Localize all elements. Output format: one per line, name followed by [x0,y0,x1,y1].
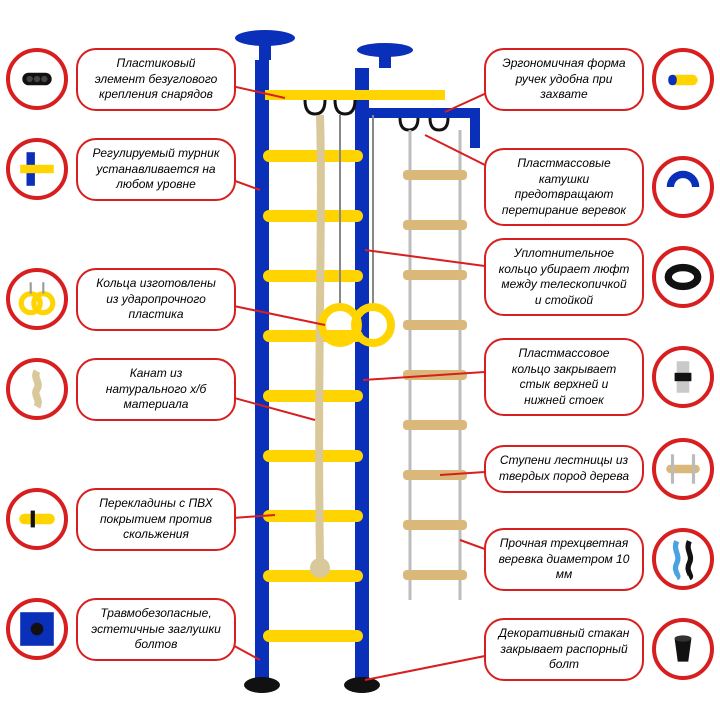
callout-pvc-rungs: Перекладины с ПВХ покрытием против сколь… [6,488,236,551]
callout-label-bolt-caps: Травмобезопасные, эстетичные заглушки бо… [76,598,236,661]
seal-ring-icon [652,246,714,308]
callout-label-plastic-element: Пластиковый элемент безуглового креплени… [76,48,236,111]
callout-spreader-cup: Декоративный стакан закрывает распорный … [484,618,714,681]
bar-joint-icon [6,138,68,200]
wood-step-icon [652,438,714,500]
callout-seal-ring: Уплотнительное кольцо убирает люфт между… [484,238,714,316]
grip-icon [652,48,714,110]
callout-label-spreader-cup: Декоративный стакан закрывает распорный … [484,618,644,681]
pvc-rung-icon [6,488,68,550]
callout-rings: Кольца изготовлены из ударопрочного плас… [6,268,236,331]
callout-label-seal-ring: Уплотнительное кольцо убирает люфт между… [484,238,644,316]
joint-ring-icon [652,346,714,408]
callout-plastic-spools: Пластмассовые катушки предотвращают пере… [484,148,714,226]
tri-rope-icon [652,528,714,590]
callout-label-plastic-ring: Пластмассовое кольцо закрывает стык верх… [484,338,644,416]
callout-label-pvc-rungs: Перекладины с ПВХ покрытием против сколь… [76,488,236,551]
callout-label-tricolor-rope: Прочная трехцветная веревка диаметром 10… [484,528,644,591]
callout-rope: Канат из натурального х/б материала [6,358,236,421]
callout-wood-rungs: Ступени лестницы из твердых пород дерева [484,438,714,500]
callout-adjustable-bar: Регулируемый турник устанавливается на л… [6,138,236,201]
callout-plastic-ring: Пластмассовое кольцо закрывает стык верх… [484,338,714,416]
spool-icon [652,156,714,218]
callout-handle-shape: Эргономичная форма ручек удобна при захв… [484,48,714,111]
cup-icon [652,618,714,680]
product-illustration [205,20,515,700]
cotton-rope-icon [6,358,68,420]
callout-plastic-element: Пластиковый элемент безуглового креплени… [6,48,236,111]
callout-label-plastic-spools: Пластмассовые катушки предотвращают пере… [484,148,644,226]
callout-label-wood-rungs: Ступени лестницы из твердых пород дерева [484,445,644,492]
callout-tricolor-rope: Прочная трехцветная веревка диаметром 10… [484,528,714,591]
bolt-cap-icon [6,598,68,660]
callout-label-adjustable-bar: Регулируемый турник устанавливается на л… [76,138,236,201]
callout-label-handle-shape: Эргономичная форма ручек удобна при захв… [484,48,644,111]
callout-label-rings: Кольца изготовлены из ударопрочного плас… [76,268,236,331]
callout-bolt-caps: Травмобезопасные, эстетичные заглушки бо… [6,598,236,661]
gym-rings-icon [6,268,68,330]
callout-label-rope: Канат из натурального х/б материала [76,358,236,421]
plastic-link-icon [6,48,68,110]
